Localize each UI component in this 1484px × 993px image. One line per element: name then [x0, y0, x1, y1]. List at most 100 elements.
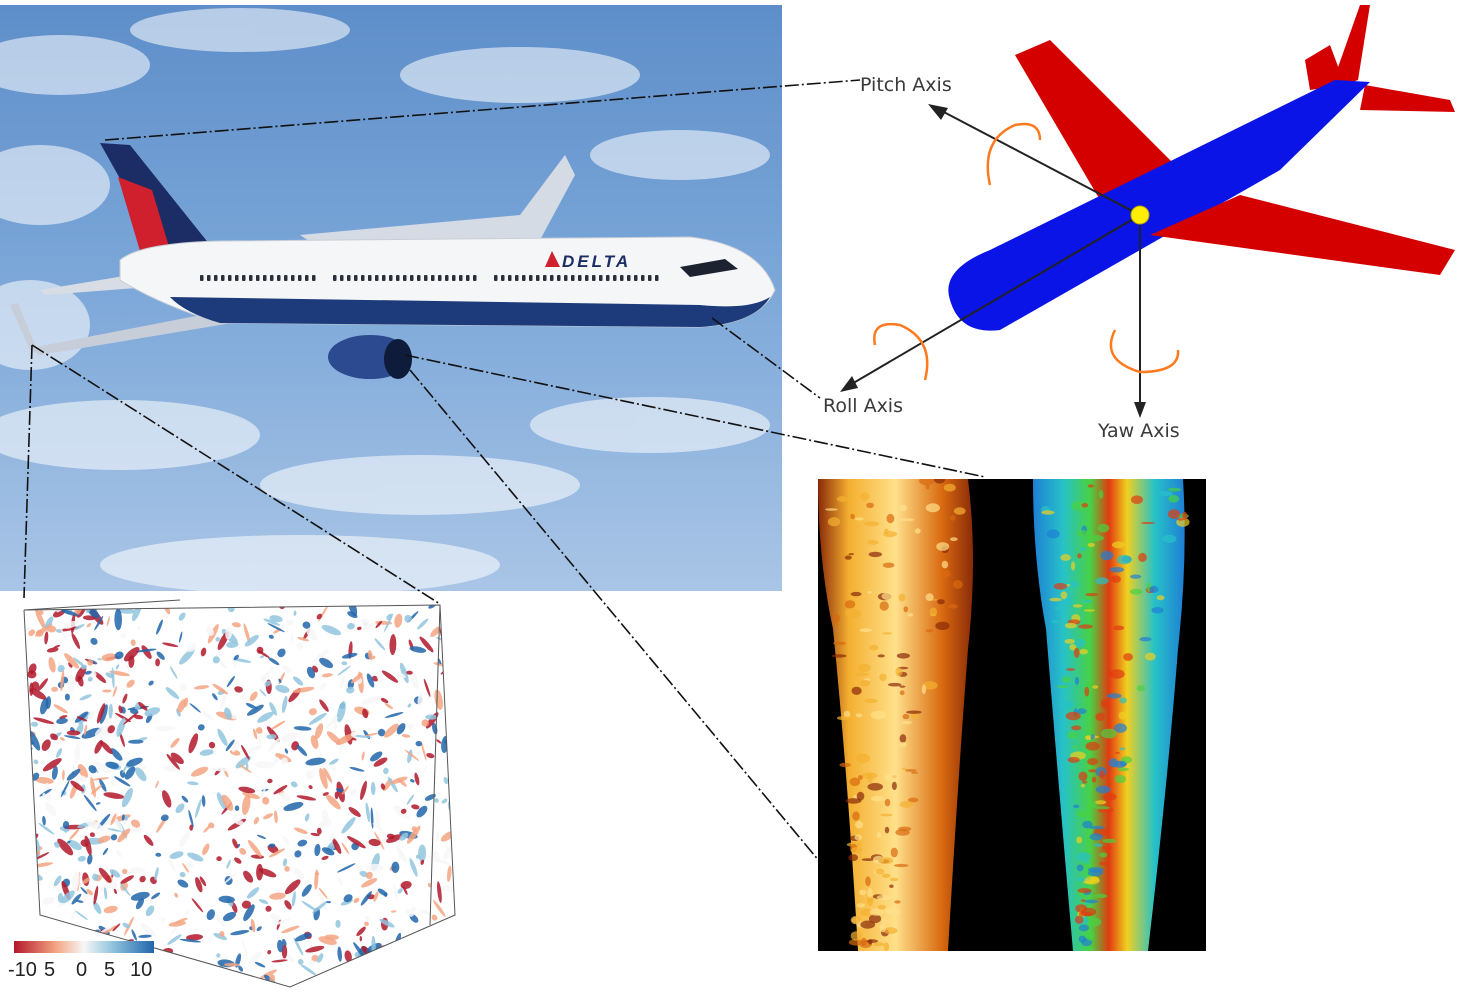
- vortex-blob: [440, 954, 448, 958]
- vortex-blob: [394, 932, 402, 949]
- vortex-blob: [319, 699, 329, 712]
- vortex-blob: [226, 859, 231, 869]
- plume-eddy: [1069, 581, 1079, 588]
- vortex-blob: [434, 858, 452, 866]
- vortex-blob: [385, 712, 404, 718]
- vortex-blob: [113, 888, 117, 895]
- plume-eddy: [1077, 708, 1087, 715]
- vortex-blob: [384, 723, 399, 738]
- vortex-blob: [202, 711, 214, 721]
- window: [207, 275, 211, 281]
- plume-eddy: [1056, 685, 1069, 688]
- vortex-blob: [179, 648, 195, 665]
- vortex-blob: [266, 726, 280, 743]
- vortex-blob: [24, 925, 36, 940]
- colorbar: [14, 941, 154, 953]
- vortex-blob: [201, 795, 206, 807]
- vortex-blob: [214, 913, 226, 927]
- vortex-blob: [399, 662, 409, 684]
- vortex-blob: [360, 618, 370, 627]
- plume-eddy: [1168, 495, 1180, 503]
- vortex-blob: [90, 637, 98, 645]
- plume-eddy: [1073, 804, 1080, 809]
- vortex-blob: [95, 802, 101, 805]
- vortex-blob: [250, 918, 256, 933]
- vortex-blob: [281, 695, 288, 714]
- vortex-blob: [74, 711, 89, 723]
- plume-eddy: [1140, 521, 1156, 525]
- vortex-blob: [304, 813, 310, 822]
- vortex-blob: [63, 735, 81, 739]
- plume-eddy: [859, 889, 867, 896]
- vortex-blob: [232, 838, 239, 849]
- vortex-blob: [213, 956, 230, 959]
- jet-plume-simulation: [818, 479, 1206, 951]
- vortex-blob: [227, 605, 235, 613]
- vortex-blob: [191, 898, 204, 913]
- vortex-blob: [447, 799, 455, 812]
- vortex-blob: [377, 728, 386, 737]
- window: [543, 275, 547, 281]
- vortex-blob: [428, 605, 437, 609]
- vortex-blob: [97, 658, 102, 661]
- plume-eddy: [1089, 825, 1105, 830]
- vortex-blob: [284, 748, 289, 754]
- vortex-blob: [389, 943, 405, 950]
- plume-eddy: [876, 894, 893, 900]
- vortex-blob: [156, 619, 163, 635]
- plume-eddy: [936, 542, 950, 551]
- vortex-blob: [63, 828, 67, 833]
- vortex-blob: [356, 926, 366, 937]
- plume-eddy: [857, 663, 871, 672]
- vortex-blob: [193, 685, 210, 690]
- vortex-blob: [33, 717, 55, 724]
- vortex-blob: [178, 831, 191, 847]
- vortex-blob: [208, 741, 216, 749]
- plume-eddy: [1072, 604, 1083, 608]
- vortex-blob: [273, 785, 288, 795]
- plume-eddy: [1077, 888, 1092, 894]
- vortex-blob: [335, 733, 354, 745]
- plume-eddy: [1095, 712, 1105, 721]
- vortex-blob: [128, 739, 144, 744]
- tail-fin-left: [1305, 45, 1345, 90]
- vortex-blob: [59, 737, 65, 741]
- plume-eddy: [884, 773, 899, 782]
- vortex-blob: [91, 671, 97, 677]
- vortex-blob: [71, 633, 81, 649]
- vortex-blob: [282, 938, 287, 947]
- plume-eddy: [1109, 567, 1125, 573]
- window: [256, 275, 260, 281]
- vortex-blob: [25, 902, 33, 907]
- vortex-blob: [399, 832, 409, 841]
- plume-eddy: [1053, 583, 1068, 590]
- vortex-blob: [383, 767, 389, 775]
- plume-eddy: [867, 783, 883, 791]
- vortex-blob: [35, 629, 44, 637]
- vortex-blob: [24, 784, 27, 796]
- vortex-blob: [106, 616, 111, 627]
- vortex-blob: [323, 976, 336, 984]
- vortex-blob: [305, 770, 314, 780]
- vortex-blob: [224, 962, 240, 967]
- plume-eddy: [881, 918, 888, 925]
- vortex-blob: [151, 892, 161, 900]
- vortex-blob: [179, 938, 202, 943]
- vortex-blob: [57, 963, 73, 978]
- upper-wing: [1015, 40, 1180, 200]
- plume-eddy: [948, 604, 958, 609]
- vortex-blob: [341, 652, 358, 659]
- plume-eddy: [1083, 599, 1092, 603]
- vortex-blob: [109, 881, 118, 889]
- vortex-blob: [121, 787, 133, 808]
- window: [648, 275, 652, 281]
- plume-eddy: [852, 811, 860, 821]
- vortex-blob: [284, 866, 290, 872]
- vortex-blob: [329, 758, 339, 766]
- vortex-blob: [100, 730, 110, 737]
- vortex-blob: [302, 621, 311, 629]
- plume-eddy: [1051, 619, 1059, 624]
- plume-eddy: [1073, 647, 1080, 658]
- plume-eddy: [933, 479, 946, 484]
- vortex-blob: [367, 649, 373, 661]
